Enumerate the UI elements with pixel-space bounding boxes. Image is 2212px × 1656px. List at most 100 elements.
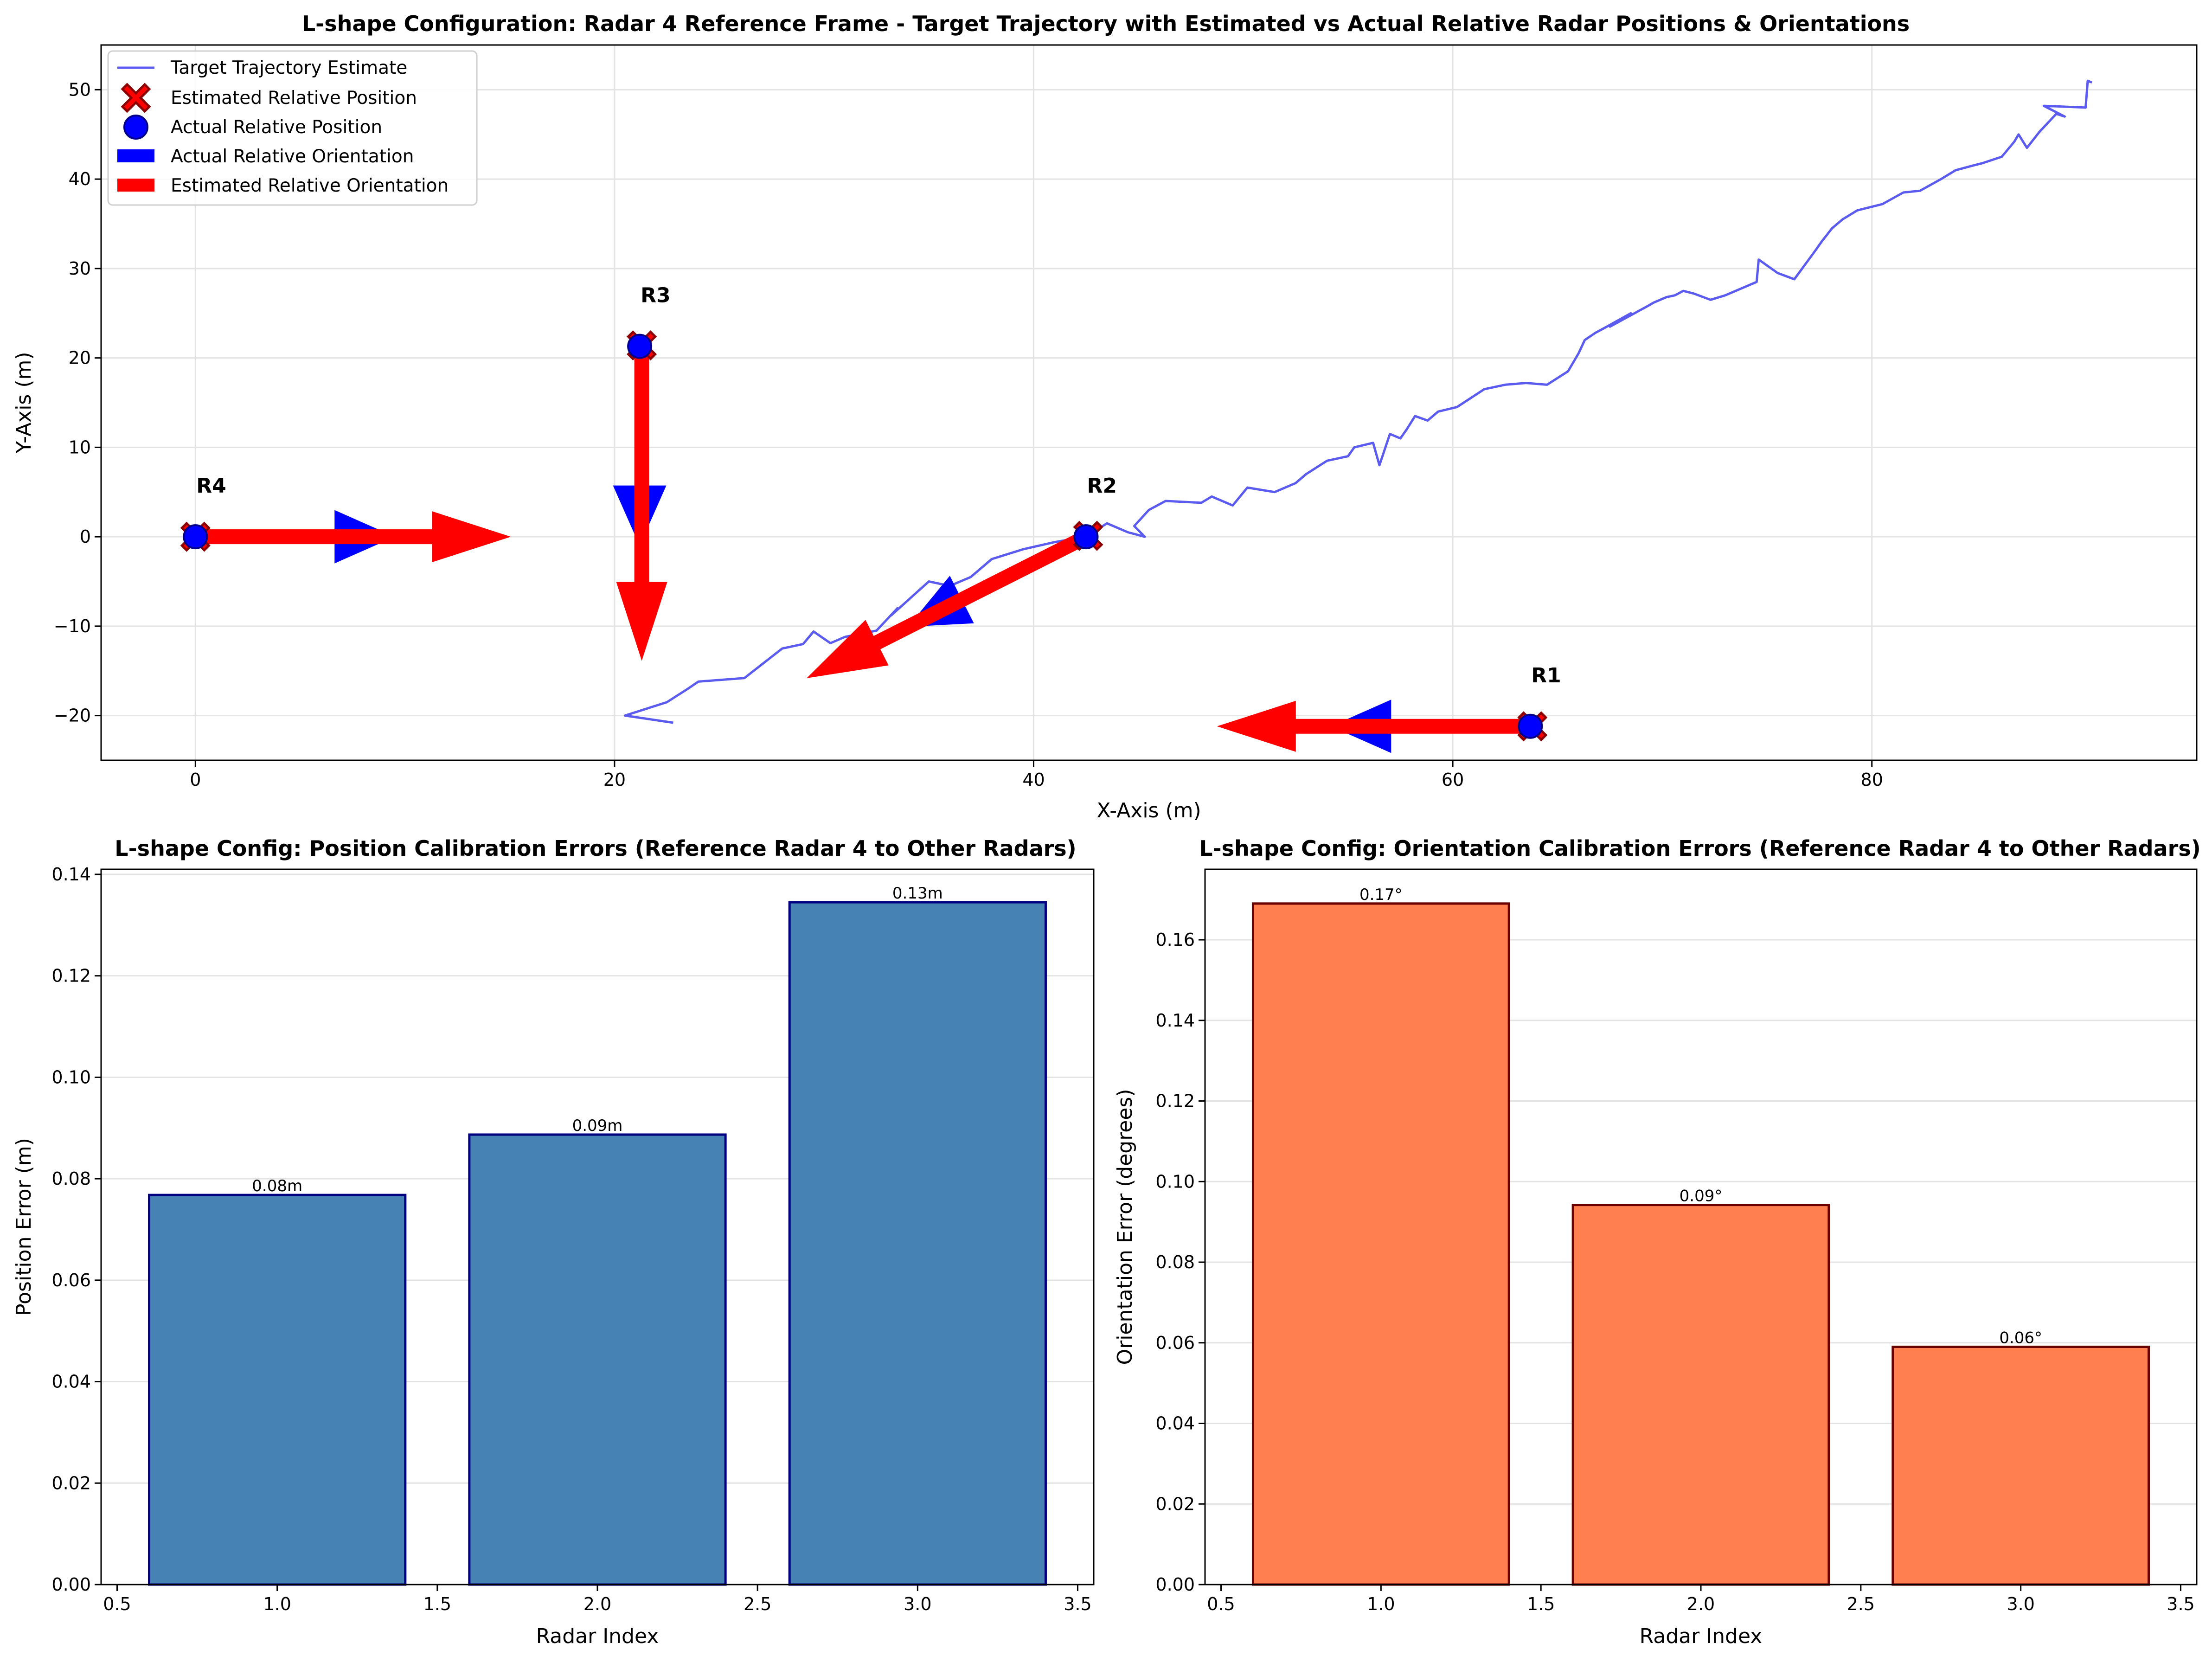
r2-estimated-orientation-arrow [807, 529, 1092, 678]
position-error-y-label: Position Error (m) [12, 1138, 36, 1316]
y-tick-label: −10 [54, 616, 91, 636]
x-tick-label: 2.0 [583, 1594, 611, 1614]
trajectory-y-label: Y-Axis (m) [12, 352, 36, 454]
y-tick-label: 0.14 [1155, 1010, 1195, 1031]
trajectory-panel: L-shape Configuration: Radar 4 Reference… [12, 11, 2198, 822]
x-tick-label: 20 [603, 770, 626, 790]
y-tick-label: 0.14 [51, 864, 91, 885]
y-tick-label: 0.06 [51, 1270, 91, 1290]
legend-estimated-orientation-swatch [117, 179, 154, 192]
y-tick-label: 0.10 [51, 1067, 91, 1087]
bar-value-label: 0.09m [572, 1117, 623, 1135]
orientation-error-y-label: Orientation Error (degrees) [1113, 1089, 1137, 1365]
bar-value-label: 0.17° [1359, 886, 1403, 904]
target-trajectory-line [624, 79, 2093, 724]
x-tick-label: 1.5 [423, 1594, 451, 1614]
radar-labels: R4 R3 R2 R1 [196, 284, 1561, 687]
y-tick-label: 0.12 [51, 966, 91, 986]
legend-actual-position-label: Actual Relative Position [171, 117, 382, 138]
y-tick-label: 0.00 [1155, 1574, 1195, 1595]
r4-label: R4 [196, 474, 226, 498]
y-tick-label: 0.02 [51, 1473, 91, 1493]
y-tick-label: 20 [69, 348, 91, 368]
bar-value-label: 0.08m [252, 1177, 302, 1195]
bar-value-label: 0.06° [1999, 1329, 2042, 1347]
bar-radar-3 [788, 901, 1047, 1586]
y-tick-label: 0.06 [1155, 1333, 1195, 1353]
r2-label: R2 [1087, 474, 1117, 498]
y-tick-label: 0.04 [1155, 1413, 1195, 1434]
legend-actual-orientation-label: Actual Relative Orientation [171, 146, 414, 167]
orientation-error-data-labels: 0.17° 0.09° 0.06° [1359, 886, 2042, 1348]
bar-radar-1 [1251, 902, 1510, 1586]
x-tick-label: 3.0 [2007, 1594, 2034, 1614]
x-tick-label: 0 [190, 770, 201, 790]
y-tick-label: 0.16 [1155, 930, 1195, 950]
y-tick-label: 0.12 [1155, 1091, 1195, 1111]
x-tick-label: 40 [1022, 770, 1045, 790]
bar-radar-1 [148, 1194, 407, 1586]
y-tick-label: 0.00 [51, 1574, 91, 1595]
r3-estimated-orientation-arrow [616, 345, 667, 661]
x-tick-label: 2.5 [1847, 1594, 1875, 1614]
trajectory-x-ticks: 0 20 40 60 80 [190, 760, 1883, 790]
r4-estimated-orientation-arrow [195, 511, 511, 563]
x-tick-label: 0.5 [1207, 1594, 1235, 1614]
y-tick-label: 10 [69, 437, 91, 457]
r2-actual-position-marker [1073, 524, 1099, 550]
orientation-error-panel: L-shape Config: Orientation Calibration … [1113, 836, 2201, 1648]
y-tick-label: −20 [54, 706, 91, 726]
orientation-error-title: L-shape Config: Orientation Calibration … [1199, 836, 2200, 861]
legend-estimated-position-swatch [121, 83, 151, 113]
x-tick-label: 60 [1442, 770, 1464, 790]
r3-label: R3 [641, 284, 671, 308]
trajectory-axes-frame [100, 44, 2198, 761]
legend-estimated-position-label: Estimated Relative Position [171, 88, 417, 109]
trajectory-legend: Target Trajectory Estimate Estimated Rel… [107, 50, 478, 206]
r1-estimated-orientation-arrow [1217, 700, 1532, 752]
orientation-error-y-ticks: 0.00 0.02 0.04 0.06 0.08 0.10 0.12 0.14 0.16 [1155, 930, 1205, 1595]
y-tick-label: 50 [69, 79, 91, 100]
orientation-arrows [195, 345, 1532, 753]
r3-actual-position-marker [627, 334, 653, 359]
radar-markers [180, 330, 1548, 742]
y-tick-label: 0.08 [1155, 1252, 1195, 1272]
x-tick-label: 1.5 [1527, 1594, 1555, 1614]
bar-radar-2 [1571, 1204, 1830, 1586]
r1-actual-position-marker [1518, 713, 1543, 739]
x-tick-label: 80 [1861, 770, 1883, 790]
legend-estimated-orientation-label: Estimated Relative Orientation [171, 175, 449, 196]
x-tick-label: 3.5 [2167, 1594, 2194, 1614]
x-tick-label: 1.0 [1367, 1594, 1395, 1614]
y-tick-label: 0.02 [1155, 1494, 1195, 1514]
y-tick-label: 30 [69, 258, 91, 279]
y-tick-label: 0.10 [1155, 1171, 1195, 1192]
legend-frame [107, 50, 478, 206]
legend-trajectory-label: Target Trajectory Estimate [170, 58, 407, 78]
trajectory-x-label: X-Axis (m) [1096, 799, 1201, 822]
trajectory-y-ticks: −20 −10 0 10 20 30 40 50 [54, 79, 101, 726]
position-error-x-ticks: 0.5 1.0 1.5 2.0 2.5 3.0 3.5 [103, 1585, 1092, 1614]
y-tick-label: 0.08 [51, 1168, 91, 1189]
y-tick-label: 0.04 [51, 1372, 91, 1392]
x-tick-label: 0.5 [103, 1594, 131, 1614]
x-tick-label: 3.5 [1064, 1594, 1091, 1614]
position-error-title: L-shape Config: Position Calibration Err… [115, 836, 1076, 861]
position-error-bars [148, 901, 1047, 1586]
legend-actual-orientation-swatch [117, 149, 154, 162]
legend-actual-position-swatch [123, 115, 148, 140]
bar-radar-3 [1891, 1345, 2150, 1586]
position-error-data-labels: 0.08m 0.09m 0.13m [252, 884, 943, 1195]
trajectory-series [624, 79, 2093, 724]
orientation-error-bars [1251, 902, 2150, 1586]
x-tick-label: 2.5 [744, 1594, 771, 1614]
r1-label: R1 [1531, 664, 1561, 687]
x-tick-label: 1.0 [263, 1594, 291, 1614]
position-error-panel: L-shape Config: Position Calibration Err… [12, 836, 1095, 1648]
trajectory-title: L-shape Configuration: Radar 4 Reference… [302, 11, 1910, 36]
bar-radar-2 [468, 1133, 727, 1586]
position-error-y-ticks: 0.00 0.02 0.04 0.06 0.08 0.10 0.12 0.14 [51, 864, 101, 1595]
bar-value-label: 0.09° [1680, 1187, 1723, 1206]
orientation-error-x-label: Radar Index [1640, 1624, 1763, 1648]
